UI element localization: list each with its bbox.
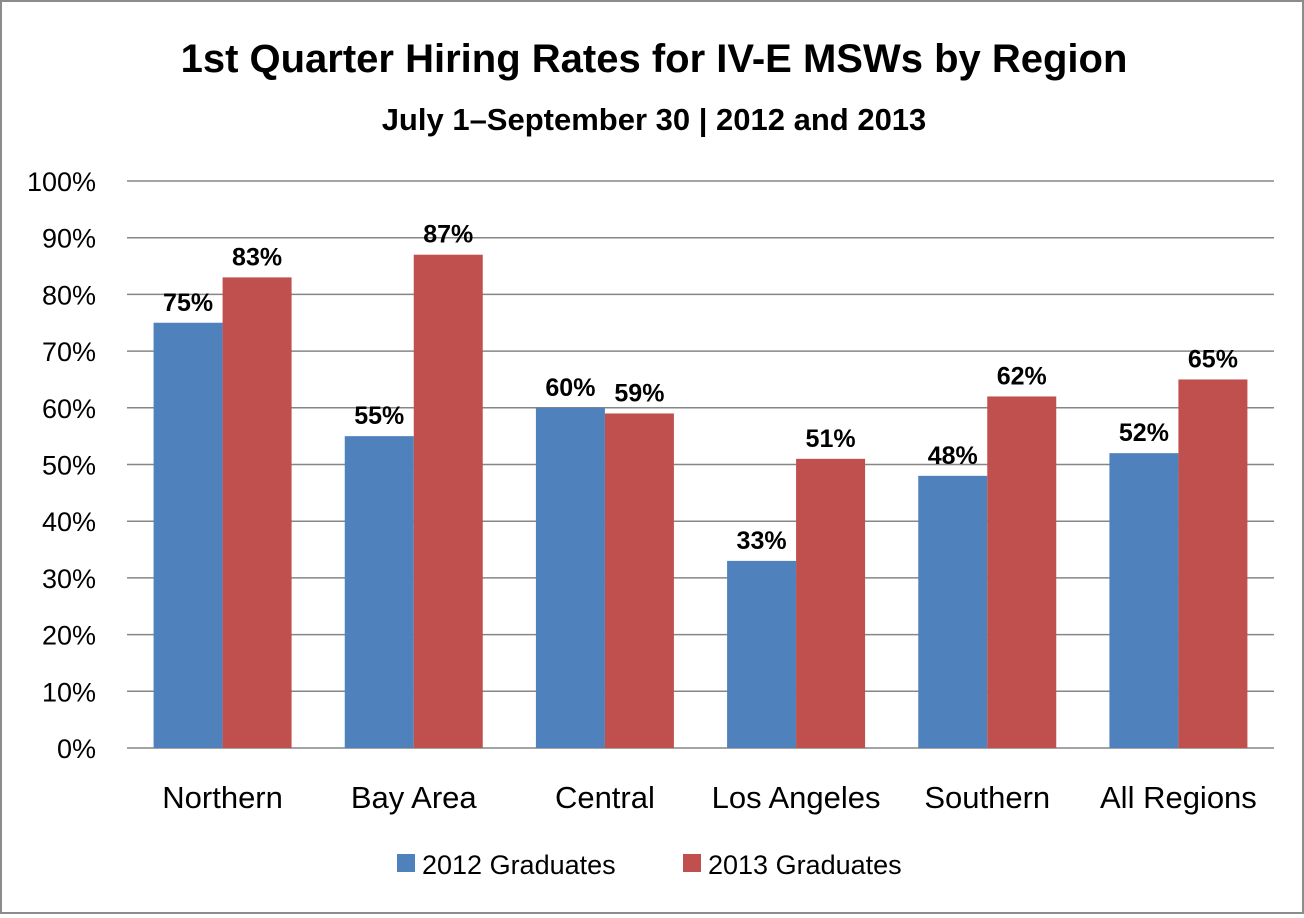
bar [535,407,605,748]
legend-label: 2013 Graduates [708,850,902,880]
data-label: 59% [614,379,664,407]
y-tick-label: 50% [42,451,96,481]
y-tick-label: 90% [42,224,96,254]
legend-swatch [683,854,701,872]
y-tick-label: 0% [57,734,96,764]
y-tick-label: 30% [42,564,96,594]
legend-label: 2012 Graduates [422,850,616,880]
chart-subtitle: July 1–September 30 | 2012 and 2013 [382,102,927,137]
legend-swatch [397,854,415,872]
y-tick-label: 40% [42,507,96,537]
bar [344,436,414,748]
data-label: 33% [737,527,787,555]
data-label: 48% [928,442,978,470]
category-label: Southern [924,780,1050,815]
bar [153,322,223,748]
y-tick-label: 70% [42,337,96,367]
y-axis-ticks: 0% 10% 20% 30% 40% 50% 60% 70% 80% 90% 100% [27,167,96,764]
category-label: Central [555,780,655,815]
y-tick-label: 100% [27,167,96,197]
y-tick-label: 80% [42,280,96,310]
data-label: 52% [1119,419,1169,447]
data-label: 87% [423,221,473,249]
gridlines [127,180,1274,749]
x-axis-categories: Northern Bay Area Central Los Angeles Southe… [162,780,1257,815]
data-label: 55% [354,402,404,430]
category-label: All Regions [1100,780,1257,815]
category-label: Bay Area [351,780,478,815]
category-label: Los Angeles [712,780,881,815]
data-label: 83% [232,243,282,271]
bar [1178,379,1248,748]
data-label: 65% [1188,345,1238,373]
bar [222,277,292,748]
bar [918,475,988,748]
y-tick-label: 10% [42,677,96,707]
category-label: Northern [162,780,283,815]
bar [604,413,674,748]
bar [727,560,797,748]
y-tick-label: 20% [42,621,96,651]
data-label: 75% [163,289,213,317]
bar [796,458,866,748]
legend: 2012 Graduates 2013 Graduates [397,850,902,880]
bar [1109,453,1179,748]
chart-title: 1st Quarter Hiring Rates for IV-E MSWs b… [181,37,1128,81]
data-labels: 75% 83% 55% 87% 60% 59% 33% 51% 48% 62% 52% 65% [163,221,1238,555]
data-label: 62% [997,362,1047,390]
data-label: 60% [545,374,595,402]
bar [413,254,483,748]
data-label: 51% [806,425,856,453]
y-tick-label: 60% [42,394,96,424]
bar [987,396,1057,748]
bars [153,254,1248,748]
